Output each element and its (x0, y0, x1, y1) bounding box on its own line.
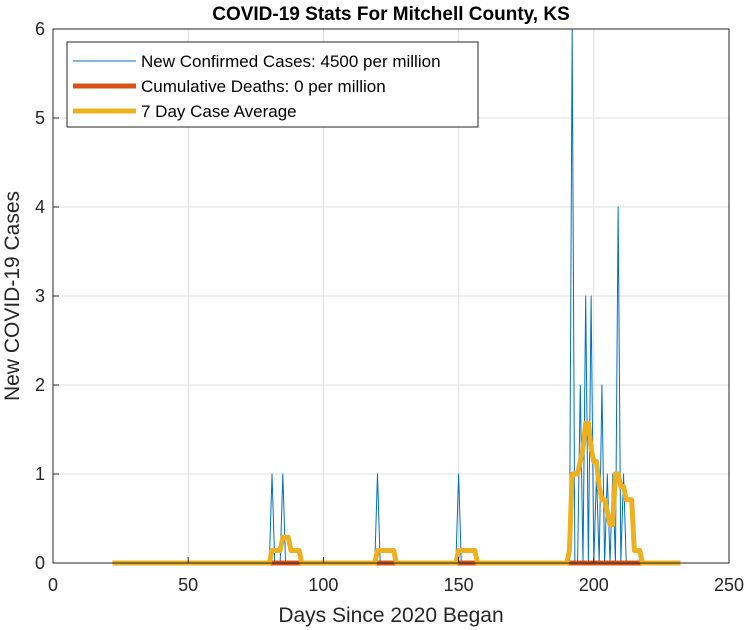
legend: New Confirmed Cases: 4500 per million Cum… (66, 41, 479, 128)
x-tick-label: 50 (178, 575, 198, 595)
tick-layer: 0 50 100 150 200 250 0 1 2 3 4 5 6 (35, 19, 744, 595)
y-tick-label: 3 (35, 286, 45, 306)
x-tick-label: 100 (308, 575, 338, 595)
legend-label-1: New Confirmed Cases: 4500 per million (141, 52, 441, 71)
x-tick-label: 150 (444, 575, 474, 595)
x-tick-label: 0 (48, 575, 58, 595)
y-axis-label: New COVID-19 Cases (1, 191, 24, 401)
y-tick-label: 4 (35, 197, 45, 217)
y-tick-label: 0 (35, 553, 45, 573)
x-axis-label: Days Since 2020 Began (278, 604, 503, 627)
chart-title: COVID-19 Stats For Mitchell County, KS (212, 4, 570, 25)
y-tick-label: 5 (35, 108, 45, 128)
y-tick-label: 1 (35, 464, 45, 484)
y-tick-label: 2 (35, 375, 45, 395)
x-tick-label: 250 (714, 575, 744, 595)
x-tick-label: 200 (579, 575, 609, 595)
y-tick-label: 6 (35, 19, 45, 39)
legend-label-3: 7 Day Case Average (141, 102, 297, 121)
legend-label-2: Cumulative Deaths: 0 per million (141, 77, 386, 96)
series-line-3 (112, 420, 681, 566)
